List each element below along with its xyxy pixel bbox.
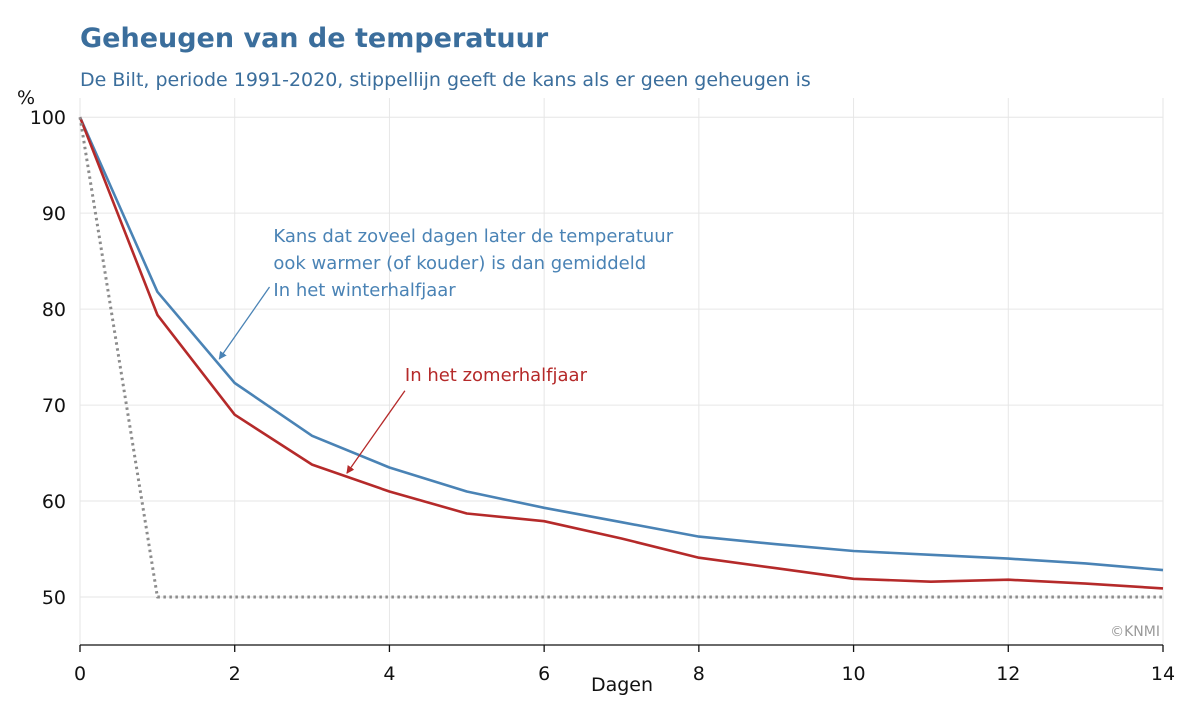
x-tick-label: 4 xyxy=(383,663,395,685)
annotation-winter: Kans dat zoveel dagen later de temperatu… xyxy=(273,226,673,301)
annotation-arrow-winter xyxy=(218,286,271,360)
axes: 0 2 4 6 8 10 12 14 50 60 70 80 90 100 xyxy=(30,107,1175,685)
series-line-1 xyxy=(78,116,1164,572)
x-tick-label: 12 xyxy=(996,663,1020,685)
x-tick-label: 2 xyxy=(229,663,241,685)
y-tick-label: 70 xyxy=(42,395,66,417)
x-tick-label: 0 xyxy=(74,663,86,685)
x-tick-label: 10 xyxy=(841,663,865,685)
credit-label: ©KNMI xyxy=(1110,624,1160,640)
x-tick-label: 8 xyxy=(693,663,705,685)
series-line-2 xyxy=(78,116,1164,590)
y-tick-label: 50 xyxy=(42,587,66,609)
x-tick-label: 6 xyxy=(538,663,550,685)
annotation-arrow-zomer xyxy=(346,390,406,474)
chart-title: Geheugen van de temperatuur xyxy=(80,23,549,54)
y-tick-label: 60 xyxy=(42,491,66,513)
annotation-zomer: In het zomerhalfjaar xyxy=(405,365,588,386)
y-axis-label: % xyxy=(17,87,35,109)
x-axis-label: Dagen xyxy=(591,674,653,696)
series-line-3 xyxy=(78,116,1163,599)
annotations: Kans dat zoveel dagen later de temperatu… xyxy=(218,226,674,474)
chart-subtitle: De Bilt, periode 1991-2020, stippellijn … xyxy=(80,69,811,91)
series xyxy=(78,116,1164,599)
x-tick-label: 14 xyxy=(1151,663,1175,685)
grid xyxy=(79,98,1164,645)
y-tick-label: 90 xyxy=(42,203,66,225)
y-tick-label: 100 xyxy=(30,107,66,129)
y-tick-label: 80 xyxy=(42,299,66,321)
